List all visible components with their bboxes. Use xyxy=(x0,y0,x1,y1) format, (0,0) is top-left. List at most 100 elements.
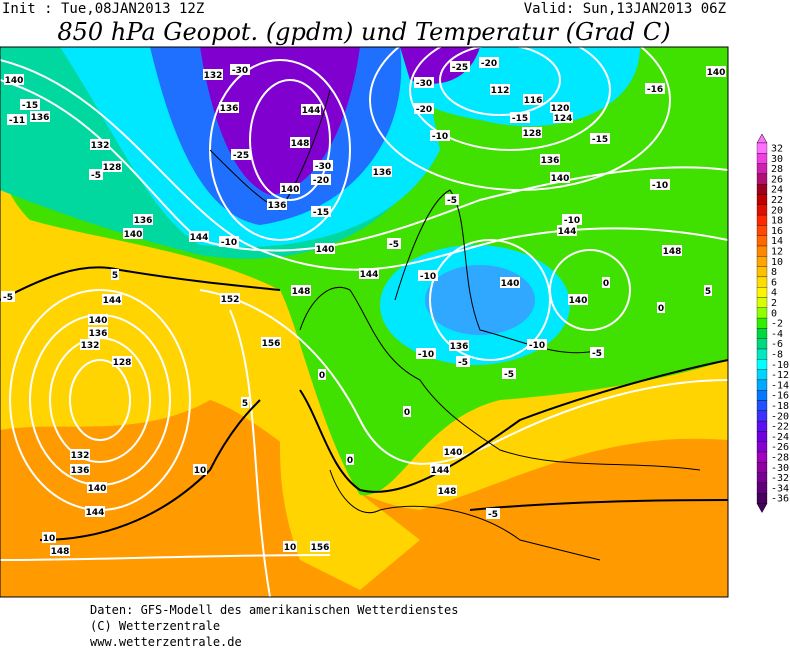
contour-label: 136 xyxy=(268,201,287,211)
contour-label: 120 xyxy=(551,104,570,114)
scale-arrow-bottom xyxy=(756,503,768,514)
scale-cell xyxy=(756,317,768,329)
scale-cell xyxy=(756,441,768,453)
contour-label-box xyxy=(403,406,411,417)
contour-label: 148 xyxy=(292,287,311,297)
scale-cell xyxy=(756,462,768,473)
contour-label: -5 xyxy=(504,370,514,380)
contour-label: 0 xyxy=(347,456,353,466)
footer-url: www.wetterzentrale.de xyxy=(90,635,242,648)
scale-cell xyxy=(756,482,768,494)
scale-cell xyxy=(756,235,768,247)
scale-label: -36 xyxy=(771,494,789,505)
scale-label: -14 xyxy=(771,380,789,391)
footer-copyright: (C) Wetterzentrale xyxy=(90,619,220,633)
contour-label: 0 xyxy=(658,304,664,314)
contour-label: 132 xyxy=(91,141,110,151)
contour-label: -30 xyxy=(416,79,432,89)
scale-label: -10 xyxy=(771,360,789,371)
scale-cell xyxy=(756,245,768,257)
contour-label: 144 xyxy=(190,233,209,243)
scale-label: -24 xyxy=(771,432,789,443)
scale-label: -6 xyxy=(771,339,783,350)
contour-label: 136 xyxy=(450,342,469,352)
contour-label-box xyxy=(261,337,281,348)
valid-time: Valid: Sun,13JAN2013 06Z xyxy=(524,1,726,17)
scale-label: 0 xyxy=(771,308,777,319)
contour-label-box xyxy=(4,74,24,85)
contour-label-box xyxy=(70,464,90,475)
scale-label: -32 xyxy=(771,473,789,484)
scale-label: 24 xyxy=(771,185,783,196)
contour-label: 136 xyxy=(134,216,153,226)
contour-label-box xyxy=(449,340,469,351)
contour-label: -30 xyxy=(232,66,248,76)
scale-cell xyxy=(756,410,768,422)
contour-label-box xyxy=(657,302,665,313)
contour-label: -5 xyxy=(91,171,101,181)
contour-label-box xyxy=(550,172,570,183)
contour-label: 148 xyxy=(663,247,682,257)
contour-label: 140 xyxy=(89,316,108,326)
contour-label: 136 xyxy=(31,113,50,123)
contour-label: -20 xyxy=(416,105,432,115)
contour-label: -5 xyxy=(3,293,13,303)
contour-label-box xyxy=(527,339,547,350)
contour-label-box xyxy=(522,127,542,138)
contour-label: 140 xyxy=(707,68,726,78)
contour-label: 0 xyxy=(603,279,609,289)
contour-label: 5 xyxy=(112,271,118,281)
scale-cell xyxy=(756,307,768,319)
contour-label-box xyxy=(704,285,712,296)
contour-label: 140 xyxy=(281,185,300,195)
contour-label-box xyxy=(219,236,239,247)
contour-label-box xyxy=(662,245,682,256)
contour-label-box xyxy=(645,83,665,94)
scale-cell xyxy=(756,400,768,411)
contour-label-box xyxy=(550,102,570,113)
contour-label-box xyxy=(241,397,249,408)
contour-label-box xyxy=(490,84,510,95)
contour-label-box xyxy=(590,133,610,144)
contour-label-box xyxy=(42,532,56,543)
scale-cell xyxy=(756,214,768,226)
contour-label-box xyxy=(418,270,438,281)
contour-label-box xyxy=(318,369,326,380)
scale-cell xyxy=(756,379,768,391)
scale-cell xyxy=(756,390,768,401)
contour-label: -5 xyxy=(488,510,498,520)
contour-label-box xyxy=(112,356,132,367)
scale-cell xyxy=(756,266,768,278)
scale-label: 18 xyxy=(771,216,783,227)
contour-label: 140 xyxy=(124,230,143,240)
contour-label-box xyxy=(706,66,726,77)
contour-label: -5 xyxy=(458,358,468,368)
contour-label-box xyxy=(291,285,311,296)
scale-cell xyxy=(756,451,768,463)
contour-label-box xyxy=(301,104,321,115)
contour-label: 136 xyxy=(373,168,392,178)
contour-label: 144 xyxy=(103,296,122,306)
contour-label-box xyxy=(133,214,153,225)
scale-label: 12 xyxy=(771,247,783,258)
contour-label-box xyxy=(310,541,330,552)
scale-cell xyxy=(756,493,768,504)
scale-label: 2 xyxy=(771,298,777,309)
contour-label: 144 xyxy=(302,106,321,116)
contour-label: 140 xyxy=(444,448,463,458)
contour-label-box xyxy=(416,348,436,359)
scale-cell xyxy=(756,194,768,205)
contour-label-box xyxy=(203,69,223,80)
scale-label: 16 xyxy=(771,226,783,237)
contour-label: 156 xyxy=(311,543,330,553)
contour-label-box xyxy=(450,61,470,72)
scale-label: -26 xyxy=(771,442,789,453)
contour-label: 10 xyxy=(284,543,297,553)
contour-label: 128 xyxy=(523,129,542,139)
scale-cell xyxy=(756,287,768,298)
contour-label: -10 xyxy=(564,216,580,226)
contour-label: 140 xyxy=(88,484,107,494)
contour-label-box xyxy=(283,541,297,552)
contour-label-box xyxy=(540,154,560,165)
